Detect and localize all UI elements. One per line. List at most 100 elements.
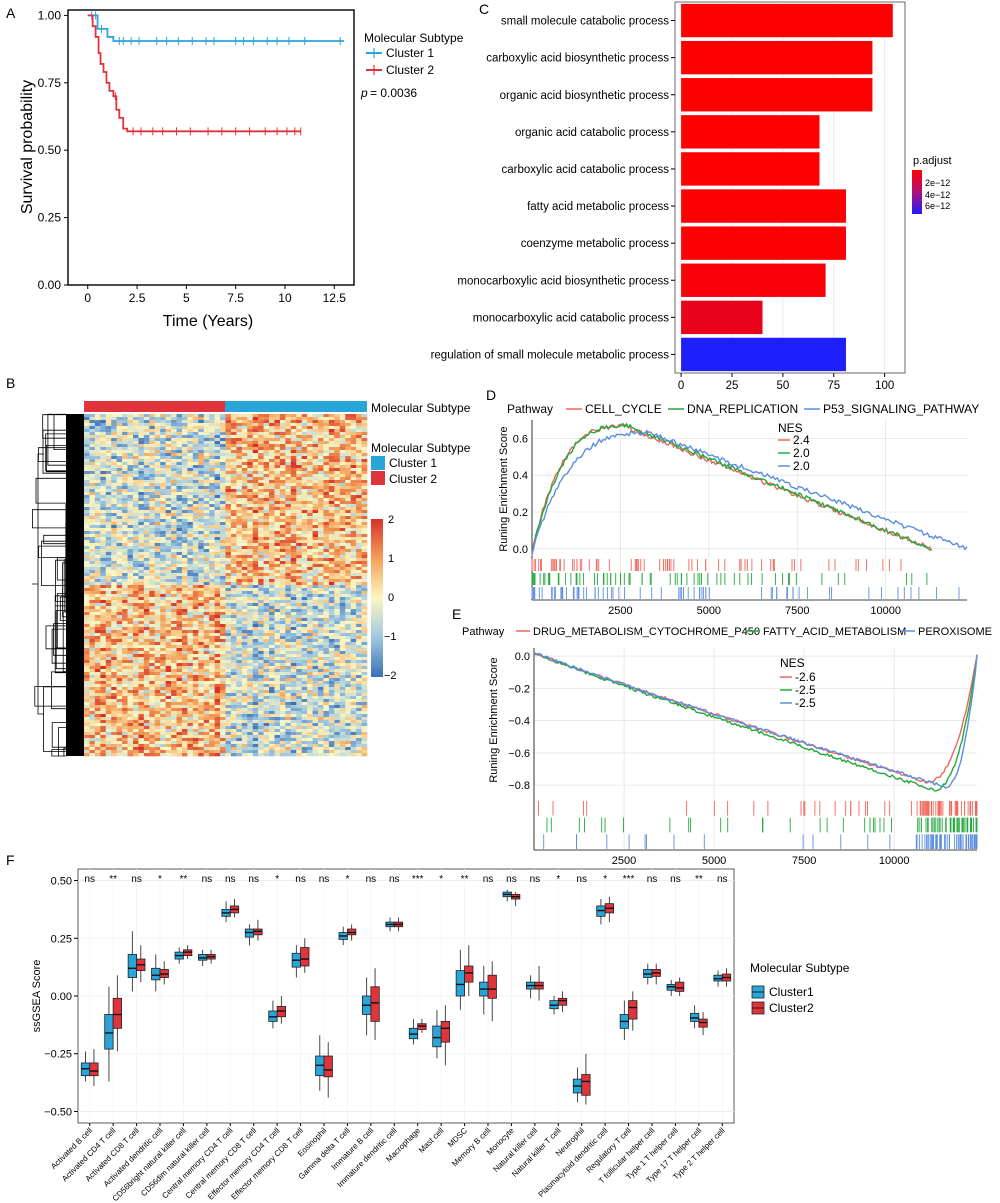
heatmap-cell bbox=[214, 660, 221, 664]
heatmap-cell bbox=[203, 594, 210, 598]
heatmap-cell bbox=[105, 585, 112, 589]
heatmap-cell bbox=[111, 414, 117, 418]
heatmap-cell bbox=[252, 462, 259, 466]
heatmap-cell bbox=[89, 426, 96, 430]
heatmap-cell bbox=[279, 501, 286, 505]
heatmap-cell bbox=[154, 672, 161, 676]
heatmap-cell bbox=[214, 429, 221, 433]
heatmap-cell bbox=[263, 534, 270, 538]
heatmap-cell bbox=[258, 606, 264, 610]
heatmap-cell bbox=[132, 507, 139, 511]
heatmap-cell bbox=[89, 693, 96, 697]
heatmap-cell bbox=[301, 492, 308, 496]
heatmap-cell bbox=[345, 603, 351, 607]
go-category-label: fatty acid metabolic process bbox=[527, 201, 669, 213]
heatmap-cell bbox=[290, 537, 297, 541]
heatmap-cell bbox=[122, 438, 128, 442]
heatmap-cell bbox=[296, 564, 302, 568]
heatmap-cell bbox=[143, 492, 150, 496]
heatmap-cell bbox=[181, 654, 188, 658]
heatmap-cell bbox=[127, 615, 134, 619]
heatmap-cell bbox=[296, 663, 302, 667]
heatmap-cell bbox=[116, 453, 123, 457]
heatmap-cell bbox=[209, 615, 215, 619]
heatmap-cell bbox=[127, 471, 134, 475]
heatmap-cell bbox=[350, 618, 357, 622]
heatmap-cell bbox=[334, 618, 341, 622]
heatmap-cell bbox=[138, 609, 145, 613]
heatmap-cell bbox=[84, 651, 90, 655]
heatmap-cell bbox=[203, 501, 210, 505]
heatmap-cell bbox=[312, 462, 319, 466]
heatmap-cell bbox=[269, 447, 275, 451]
heatmap-cell bbox=[176, 648, 183, 652]
heatmap-cell bbox=[334, 450, 341, 454]
heatmap-cell bbox=[143, 501, 150, 505]
heatmap-cell bbox=[84, 648, 90, 652]
heatmap-cell bbox=[285, 498, 292, 502]
heatmap-cell bbox=[138, 642, 145, 646]
heatmap-cell bbox=[149, 519, 156, 523]
heatmap-cell bbox=[192, 582, 199, 586]
heatmap-cell bbox=[328, 690, 335, 694]
heatmap-cell bbox=[301, 669, 308, 673]
heatmap-cell bbox=[241, 579, 248, 583]
heatmap-cell bbox=[116, 678, 123, 682]
heatmap-cell bbox=[127, 543, 134, 547]
heatmap-cell bbox=[192, 624, 199, 628]
heatmap-cell bbox=[258, 603, 264, 607]
heatmap-cell bbox=[84, 555, 90, 559]
heatmap-cell bbox=[225, 687, 232, 691]
heatmap-cell bbox=[149, 546, 156, 550]
heatmap-cell bbox=[339, 573, 346, 577]
heatmap-cell bbox=[350, 426, 357, 430]
heatmap-cell bbox=[138, 663, 145, 667]
heatmap-cell bbox=[345, 672, 351, 676]
heatmap-cell bbox=[263, 435, 270, 439]
heatmap-cell bbox=[154, 567, 161, 571]
heatmap-cell bbox=[356, 513, 362, 517]
heatmap-cell bbox=[220, 654, 226, 658]
heatmap-cell bbox=[247, 624, 254, 628]
heatmap-cell bbox=[279, 621, 286, 625]
heatmap-cell bbox=[236, 504, 243, 508]
heatmap-cell bbox=[247, 444, 254, 448]
heatmap-cell bbox=[154, 660, 161, 664]
heatmap-cell bbox=[263, 582, 270, 586]
heatmap-cell bbox=[328, 558, 335, 562]
heatmap-cell bbox=[247, 432, 254, 436]
heatmap-cell bbox=[274, 573, 281, 577]
heatmap-cell bbox=[301, 588, 308, 592]
heatmap-cell bbox=[296, 495, 302, 499]
heatmap-cell bbox=[323, 543, 330, 547]
heatmap-cell bbox=[230, 603, 237, 607]
heatmap-cell bbox=[328, 477, 335, 481]
heatmap-cell bbox=[187, 555, 194, 559]
heatmap-cell bbox=[143, 636, 150, 640]
heatmap-cell bbox=[296, 570, 302, 574]
heatmap-cell bbox=[220, 603, 226, 607]
heatmap-cell bbox=[214, 591, 221, 595]
heatmap-cell bbox=[328, 645, 335, 649]
heatmap-cell bbox=[149, 468, 156, 472]
heatmap-cell bbox=[192, 540, 199, 544]
heatmap-cell bbox=[198, 570, 205, 574]
heatmap-cell bbox=[160, 564, 166, 568]
heatmap-cell bbox=[350, 564, 357, 568]
heatmap-cell bbox=[165, 429, 172, 433]
heatmap-cell bbox=[138, 582, 145, 586]
heatmap-cell bbox=[356, 678, 362, 682]
heatmap-cell bbox=[192, 588, 199, 592]
heatmap-cell bbox=[301, 471, 308, 475]
heatmap-cell bbox=[323, 645, 330, 649]
heatmap-cell bbox=[132, 510, 139, 514]
heatmap-cell bbox=[241, 687, 248, 691]
heatmap-cell bbox=[143, 606, 150, 610]
heatmap-cell bbox=[89, 651, 96, 655]
heatmap-cell bbox=[350, 639, 357, 643]
heatmap-cell bbox=[116, 666, 123, 670]
heatmap-cell bbox=[356, 510, 362, 514]
heatmap-cell bbox=[203, 444, 210, 448]
heatmap-cell bbox=[176, 633, 183, 637]
heatmap-cell bbox=[160, 513, 166, 517]
